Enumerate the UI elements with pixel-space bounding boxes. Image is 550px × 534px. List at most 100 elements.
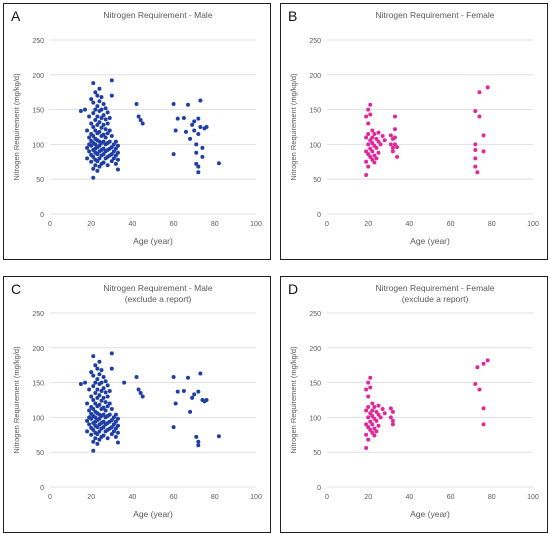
- data-point: [93, 415, 98, 420]
- data-point: [368, 102, 373, 107]
- data-point: [109, 145, 114, 150]
- data-point: [370, 135, 375, 140]
- x-tick-label: 60: [447, 221, 455, 228]
- data-point: [372, 404, 377, 409]
- data-point: [105, 436, 110, 441]
- data-point: [113, 419, 118, 424]
- data-point: [171, 375, 176, 380]
- data-point: [109, 134, 114, 139]
- x-tick-label: 100: [527, 221, 539, 228]
- data-point: [91, 100, 96, 105]
- y-axis-label: Nitrogen Requirement (mg/kg/d): [289, 346, 298, 454]
- data-point: [175, 389, 180, 394]
- y-tick-label: 250: [309, 311, 321, 318]
- data-point: [111, 142, 116, 147]
- data-point: [190, 395, 195, 400]
- data-point: [93, 391, 98, 396]
- data-point: [140, 394, 145, 399]
- data-point: [473, 164, 478, 169]
- y-tick-label: 50: [36, 450, 44, 457]
- data-point: [103, 408, 108, 413]
- data-point: [109, 93, 114, 98]
- y-tick-label: 0: [40, 212, 44, 219]
- data-point: [364, 408, 369, 413]
- data-point: [134, 375, 139, 380]
- x-axis-label: Age (year): [133, 509, 173, 519]
- data-point: [113, 434, 118, 439]
- data-point: [105, 131, 110, 136]
- data-point: [198, 98, 203, 103]
- data-point: [366, 121, 371, 126]
- data-point: [87, 387, 92, 392]
- data-point: [93, 163, 98, 168]
- data-point: [364, 173, 369, 178]
- data-point: [388, 415, 393, 420]
- data-point: [91, 439, 96, 444]
- data-point: [196, 443, 201, 448]
- data-point: [99, 368, 104, 373]
- data-point: [366, 404, 371, 409]
- data-point: [105, 121, 110, 126]
- scatter-chart: Nitrogen Requirement - Female(exclude a …: [289, 283, 539, 519]
- data-point: [368, 138, 373, 143]
- data-point: [91, 134, 96, 139]
- x-tick-label: 100: [527, 494, 539, 501]
- data-point: [109, 418, 114, 423]
- data-point: [78, 108, 83, 113]
- y-tick-label: 200: [32, 73, 44, 80]
- data-point: [370, 149, 375, 154]
- data-point: [91, 111, 96, 116]
- data-point: [390, 418, 395, 423]
- data-point: [192, 119, 197, 124]
- data-point: [101, 132, 106, 137]
- data-point: [370, 401, 375, 406]
- data-point: [95, 159, 100, 164]
- data-point: [107, 115, 112, 120]
- data-point: [97, 359, 102, 364]
- data-point: [171, 152, 176, 157]
- data-point: [113, 412, 118, 417]
- data-point: [196, 131, 201, 136]
- data-point: [481, 406, 486, 411]
- data-point: [83, 380, 88, 385]
- x-tick-label: 100: [250, 221, 262, 228]
- data-point: [109, 78, 114, 83]
- data-point: [89, 97, 94, 102]
- data-point: [374, 156, 379, 161]
- chart-panel-a: A Nitrogen Requirement - Male 0 50 100 150 20…: [3, 3, 271, 260]
- data-point: [115, 416, 120, 421]
- data-point: [366, 425, 371, 430]
- data-point: [101, 425, 106, 430]
- data-point: [196, 389, 201, 394]
- y-tick-label: 200: [32, 346, 44, 353]
- data-point: [370, 157, 375, 162]
- y-tick-label: 150: [32, 381, 44, 388]
- chart-subtitle: (exclude a report): [402, 294, 469, 304]
- x-tick-label: 20: [364, 494, 372, 501]
- data-point: [388, 142, 393, 147]
- chart-panel-b: B Nitrogen Requirement - Female 0 50 100 150…: [280, 3, 548, 260]
- data-point: [372, 131, 377, 136]
- data-point: [113, 426, 118, 431]
- y-tick-label: 250: [32, 311, 44, 318]
- data-point: [181, 388, 186, 393]
- data-point: [216, 434, 221, 439]
- data-point: [109, 432, 114, 437]
- data-point: [188, 136, 193, 141]
- data-point: [85, 145, 90, 150]
- data-point: [93, 436, 98, 441]
- data-point: [109, 366, 114, 371]
- data-point: [87, 149, 92, 154]
- x-tick-label: 20: [87, 494, 95, 501]
- data-point: [376, 403, 381, 408]
- data-point: [115, 150, 120, 155]
- data-point: [89, 416, 94, 421]
- data-point: [122, 380, 127, 385]
- data-point: [378, 415, 383, 420]
- data-point: [173, 128, 178, 133]
- data-point: [370, 128, 375, 133]
- data-point: [395, 154, 400, 159]
- data-point: [87, 135, 92, 140]
- data-point: [390, 422, 395, 427]
- data-point: [109, 407, 114, 412]
